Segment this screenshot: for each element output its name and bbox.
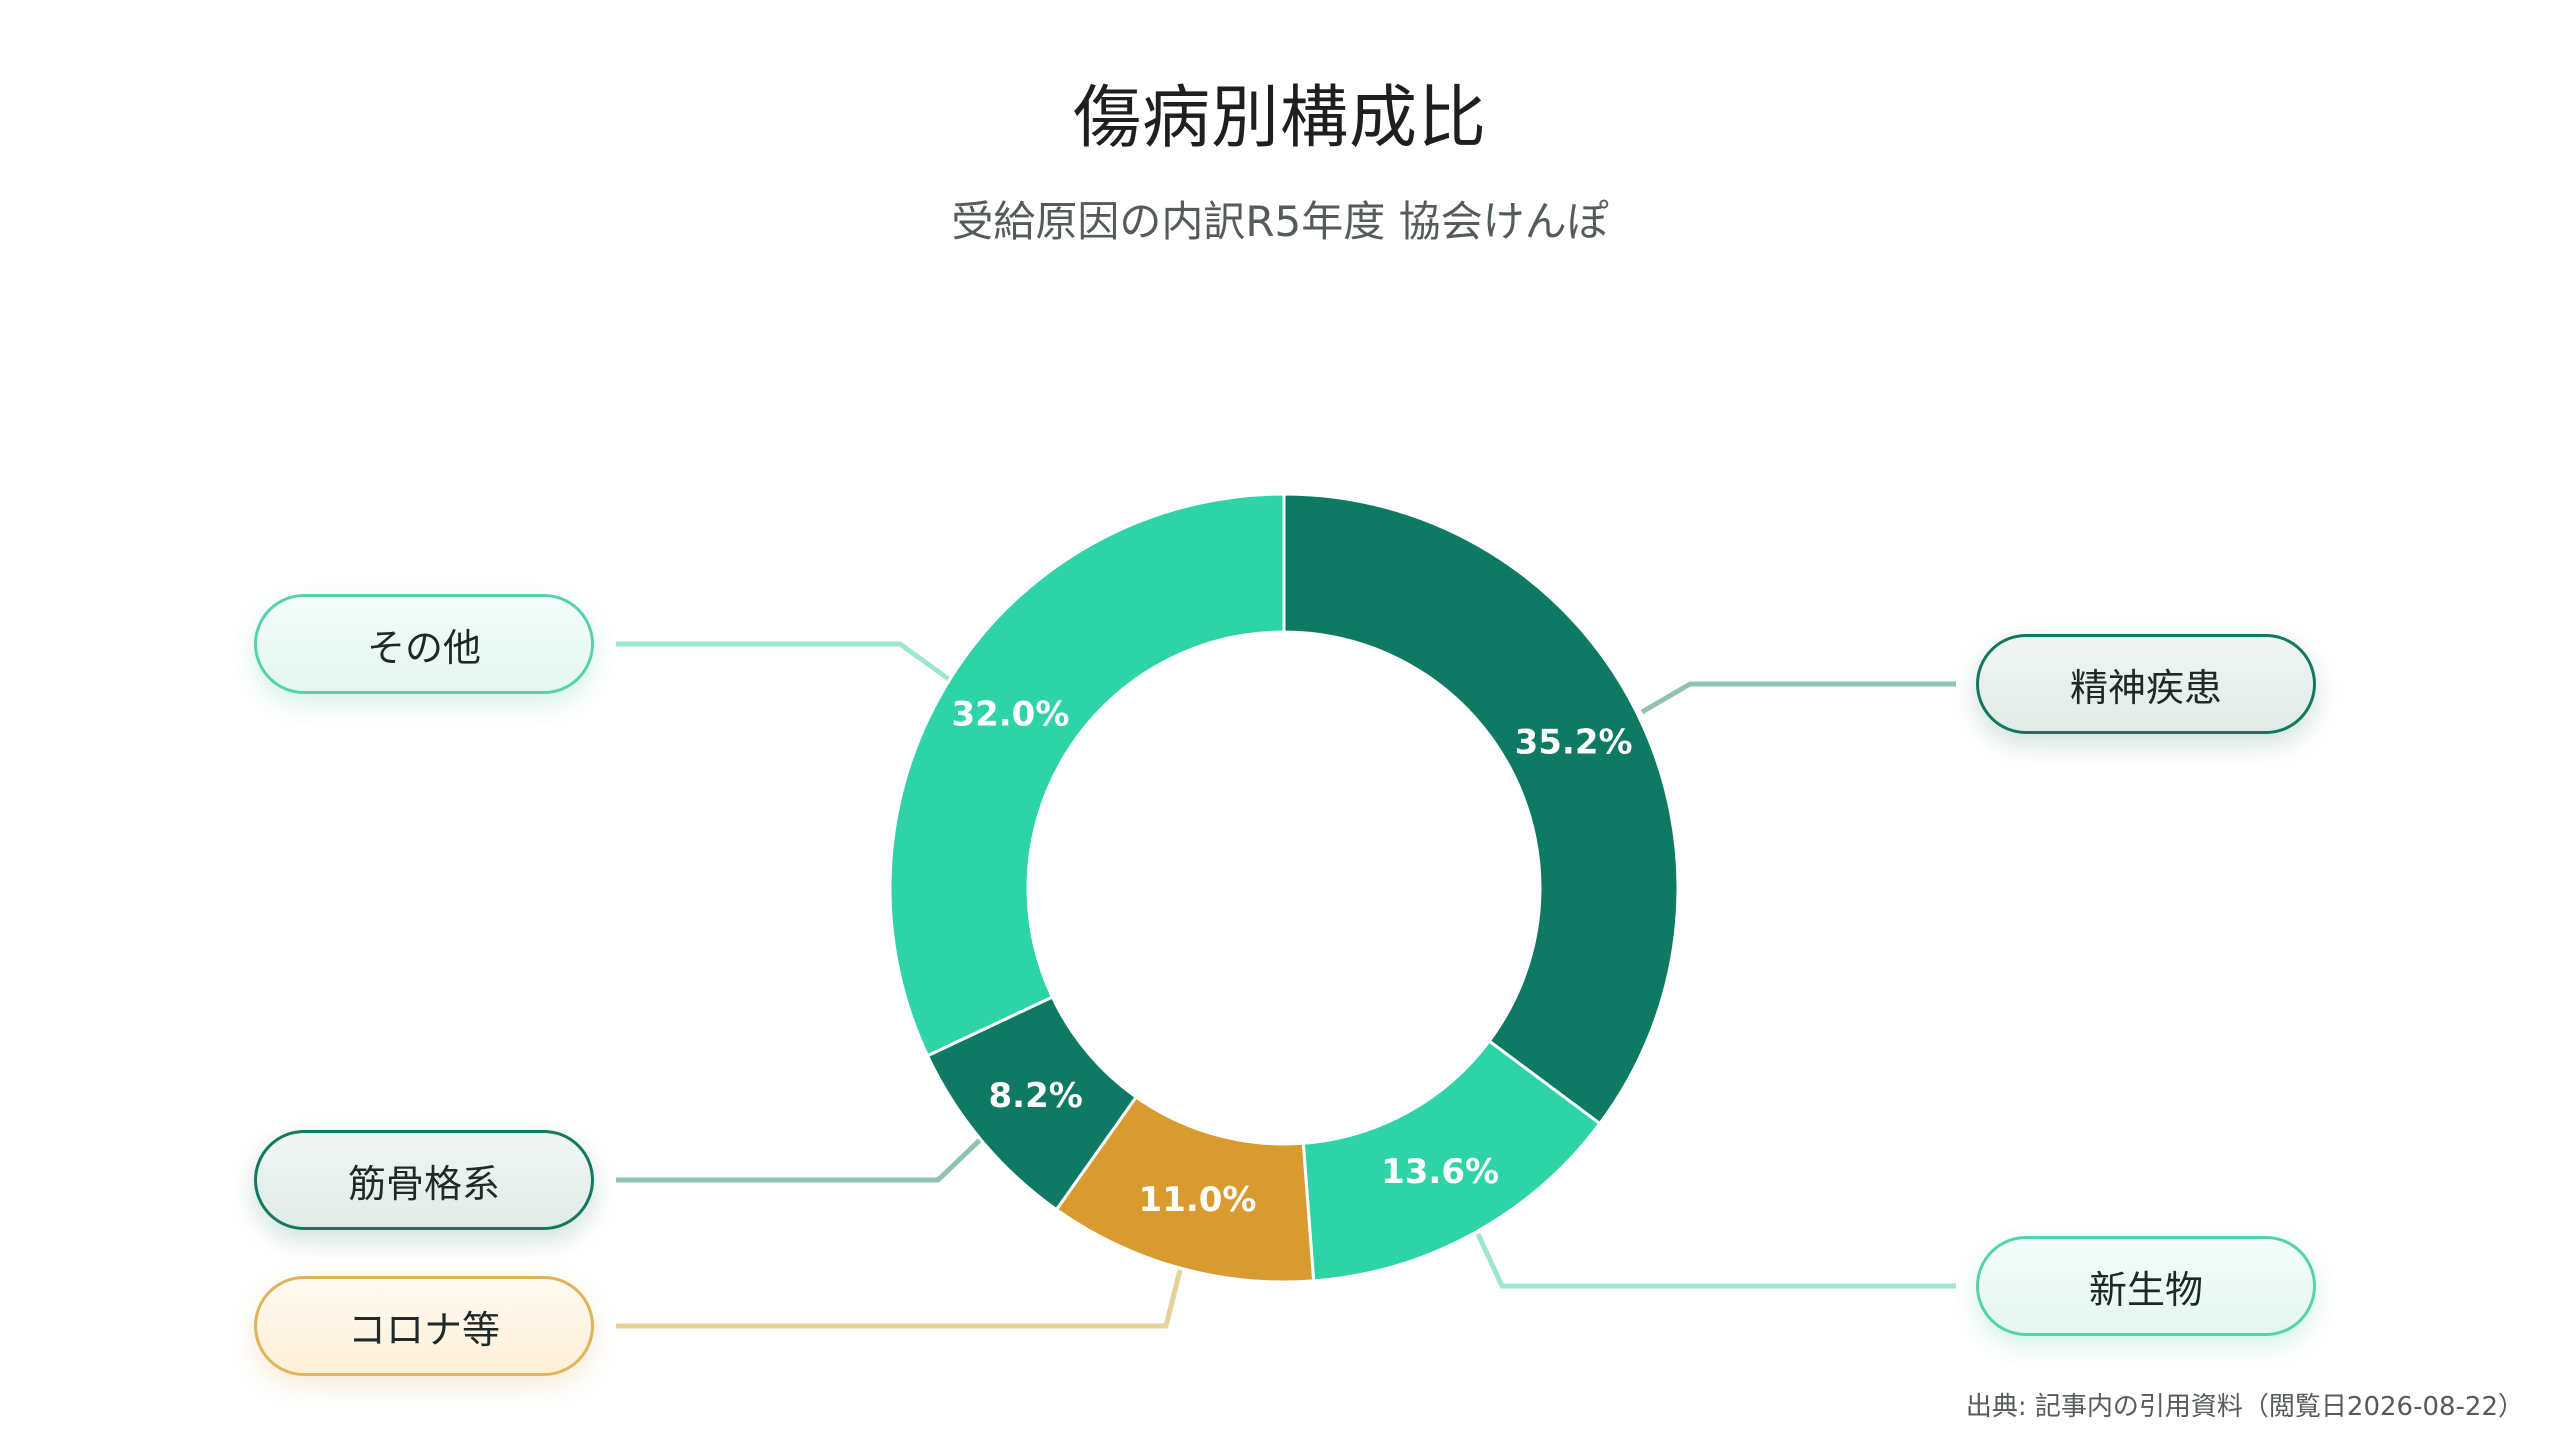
slice-label-other: 32.0%: [951, 694, 1069, 734]
slice-label-mental: 35.2%: [1515, 723, 1633, 763]
legend-pill-covid: コロナ等: [254, 1276, 594, 1376]
legend-pill-neoplasm: 新生物: [1976, 1236, 2316, 1336]
legend-pill-musculoskeletal: 筋骨格系: [254, 1130, 594, 1230]
legend-pill-other: その他: [254, 594, 594, 694]
connector-musculoskeletal: [616, 1136, 984, 1183]
donut-slice-other: [888, 492, 1286, 1058]
connector-covid: [616, 1269, 1183, 1329]
chart-title: 傷病別構成比: [1072, 79, 1487, 158]
legend-pill-mental: 精神疾患: [1976, 634, 2316, 734]
source-note: 出典: 記事内の引用資料（閲覧日2026-08-22）: [1965, 1392, 2524, 1422]
chart-subtitle: 受給原因の内訳R5年度 協会けんぽ: [951, 197, 1609, 246]
slice-label-musculoskeletal: 8.2%: [989, 1076, 1083, 1116]
slice-value-labels: 35.2% 13.6% 11.0% 8.2% 32.0%: [951, 694, 1632, 1220]
connector-lines: [616, 641, 1956, 1329]
connector-neoplasm: [1475, 1232, 1956, 1289]
connector-mental: [1640, 681, 1956, 715]
donut-slice-mental: [1282, 492, 1680, 1126]
donut-slices: [888, 492, 1680, 1284]
slice-label-covid: 11.0%: [1139, 1180, 1257, 1220]
slice-label-neoplasm: 13.6%: [1381, 1152, 1499, 1192]
connector-other: [616, 641, 952, 683]
